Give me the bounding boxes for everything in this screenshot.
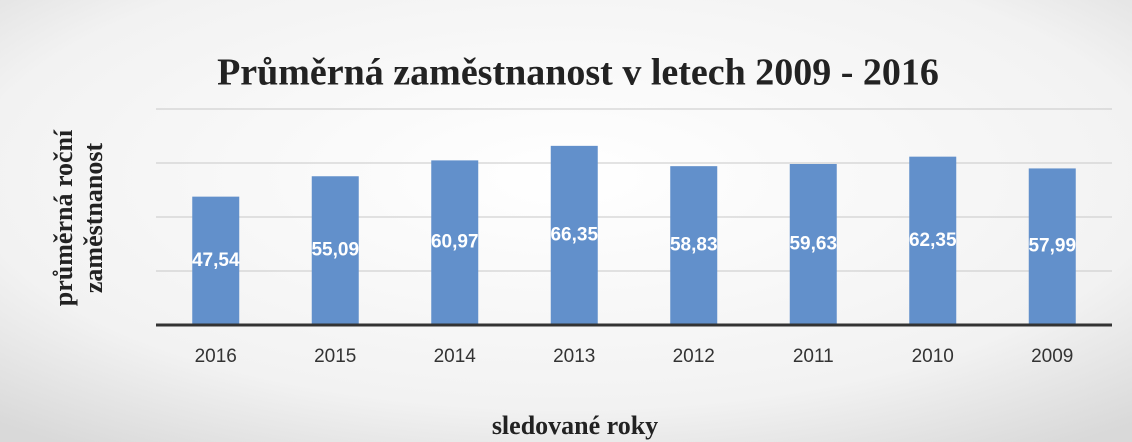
data-label: 57,99 [1028, 236, 1076, 257]
data-label: 62,35 [909, 230, 957, 251]
x-tick-label: 2010 [912, 346, 954, 367]
bar [311, 176, 359, 325]
x-tick-label: 2015 [314, 346, 356, 367]
bar [192, 196, 240, 325]
data-label: 58,83 [670, 235, 718, 256]
x-axis-label: sledované roky [492, 411, 658, 440]
y-axis-label-line: průměrná roční [49, 129, 78, 306]
x-tick-label: 2012 [673, 346, 715, 367]
x-tick-label: 2013 [553, 346, 595, 367]
bar [431, 160, 479, 325]
data-label: 66,35 [550, 224, 598, 245]
x-tick-label: 2009 [1031, 346, 1073, 367]
data-label: 59,63 [789, 234, 837, 255]
x-tick-label: 2014 [434, 346, 477, 367]
bar [550, 145, 598, 325]
chart-title: Průměrná zaměstnanost v letech 2009 - 20… [217, 52, 939, 94]
x-tick-label: 2011 [793, 346, 834, 367]
bar [670, 166, 718, 325]
x-tick-label: 2016 [195, 346, 237, 367]
bar [1028, 168, 1076, 325]
y-axis-label-line: zaměstnanost [79, 143, 108, 294]
data-label: 47,54 [192, 250, 240, 271]
bar [789, 163, 837, 325]
data-label: 55,09 [311, 240, 359, 261]
data-label: 60,97 [431, 232, 479, 253]
y-axis-label: průměrná roční zaměstnanost [49, 129, 108, 306]
bar [909, 156, 957, 325]
